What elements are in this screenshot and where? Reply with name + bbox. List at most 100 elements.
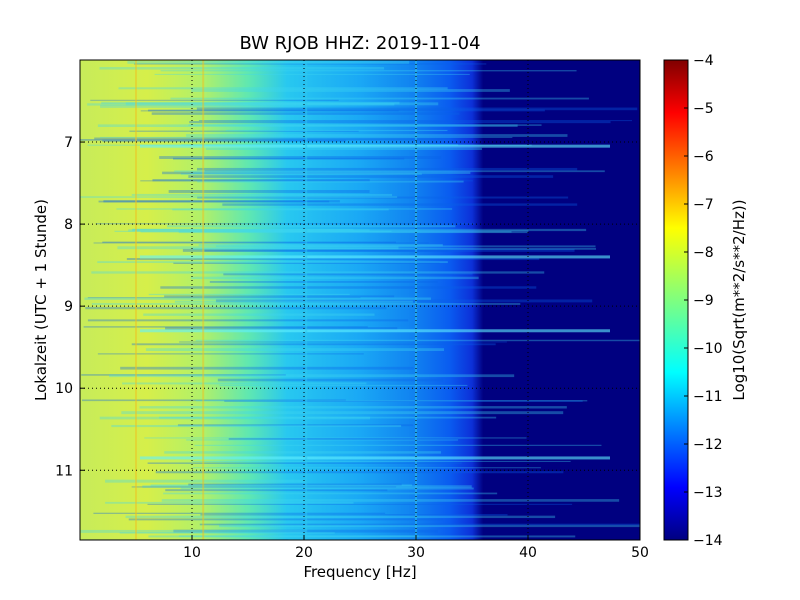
colorbar-tick-label: −13 bbox=[693, 485, 723, 501]
chart-title: BW RJOB HHZ: 2019-11-04 bbox=[239, 33, 480, 54]
colorbar-label: Log10(Sqrt(m**2/s**2/Hz)) bbox=[730, 199, 748, 400]
spectral-band bbox=[131, 486, 397, 488]
spectral-band bbox=[180, 487, 474, 490]
spectral-band bbox=[147, 503, 573, 505]
x-tick-label: 10 bbox=[183, 545, 201, 561]
spectral-band bbox=[91, 271, 545, 274]
spectral-band bbox=[102, 139, 346, 142]
spectral-band bbox=[99, 416, 371, 420]
spectral-band bbox=[197, 196, 569, 199]
spectral-band bbox=[80, 196, 398, 198]
colorbar-tick-label: −14 bbox=[693, 533, 723, 549]
spectral-band bbox=[222, 203, 578, 206]
spectral-band bbox=[125, 515, 556, 519]
colorbar-tick-label: −10 bbox=[693, 341, 723, 357]
spectral-band bbox=[126, 258, 540, 261]
y-axis-label: Lokalzeit (UTC + 1 Stunde) bbox=[32, 199, 50, 401]
spectral-band bbox=[109, 374, 515, 378]
spectral-band bbox=[84, 297, 431, 300]
spectral-band bbox=[179, 341, 507, 343]
spectral-band bbox=[105, 479, 306, 483]
spectral-band bbox=[188, 483, 402, 486]
spectral-band bbox=[145, 348, 445, 351]
y-axis-ticks: 7 8 9 10 11 bbox=[55, 135, 85, 479]
spectral-band bbox=[217, 378, 443, 382]
spectral-band bbox=[80, 529, 306, 533]
spectral-band bbox=[111, 424, 402, 428]
colorbar-tick-label: −4 bbox=[693, 53, 714, 69]
spectral-band bbox=[197, 167, 578, 171]
spectral-band bbox=[102, 241, 396, 244]
spectral-band bbox=[192, 460, 571, 462]
spectral-band bbox=[159, 416, 497, 419]
spectral-band bbox=[97, 353, 364, 355]
spectral-band bbox=[190, 171, 471, 174]
spectral-band bbox=[120, 366, 414, 370]
spectral-band bbox=[205, 147, 482, 150]
spectral-band bbox=[161, 499, 620, 502]
spectral-band bbox=[155, 471, 564, 474]
y-tick-label: 11 bbox=[55, 463, 73, 479]
spectral-band bbox=[117, 246, 399, 250]
spectral-band bbox=[101, 101, 400, 105]
spectral-band bbox=[215, 299, 593, 303]
spectral-band bbox=[174, 170, 605, 173]
spectral-band bbox=[186, 439, 459, 441]
spectral-band bbox=[100, 105, 304, 108]
colorbar-tick-label: −7 bbox=[693, 197, 714, 213]
spectral-band bbox=[173, 157, 405, 160]
spectral-band bbox=[223, 273, 473, 276]
x-axis-ticks: 10 20 30 40 50 bbox=[183, 535, 649, 561]
plot-frame bbox=[79, 59, 641, 541]
spectral-band bbox=[159, 156, 442, 159]
spectral-band bbox=[98, 200, 330, 203]
colorbar-tick-label: −5 bbox=[693, 101, 714, 117]
spectral-band bbox=[160, 70, 577, 72]
spectral-band bbox=[164, 451, 442, 454]
spectral-band bbox=[219, 384, 468, 386]
spectral-band bbox=[168, 190, 370, 193]
spectral-band bbox=[178, 535, 419, 537]
spectral-band bbox=[189, 121, 611, 124]
spectral-band bbox=[228, 437, 459, 440]
spectral-band bbox=[148, 293, 350, 296]
spectral-band bbox=[140, 255, 610, 259]
spectral-band bbox=[148, 109, 545, 112]
spectral-band bbox=[90, 99, 339, 101]
spectral-band bbox=[118, 87, 448, 90]
y-tick-label: 10 bbox=[55, 381, 73, 397]
spectral-band bbox=[128, 229, 370, 232]
spectral-band bbox=[196, 107, 638, 111]
colorbar-tick-label: −9 bbox=[693, 293, 714, 309]
spectral-band bbox=[170, 97, 589, 100]
x-axis-label: Frequency [Hz] bbox=[303, 563, 416, 581]
x-tick-label: 20 bbox=[295, 545, 313, 561]
spectral-band bbox=[140, 231, 512, 233]
spectral-band bbox=[129, 130, 359, 132]
y-tick-label: 7 bbox=[64, 135, 73, 151]
spectral-band bbox=[133, 63, 487, 65]
spectral-band bbox=[140, 110, 399, 112]
spectral-band bbox=[144, 437, 527, 439]
spectral-band bbox=[162, 171, 448, 175]
spectral-band bbox=[140, 144, 610, 148]
spectral-band bbox=[199, 523, 640, 526]
spectral-band bbox=[209, 281, 438, 283]
spectral-band bbox=[150, 484, 412, 487]
spectral-band bbox=[116, 208, 453, 210]
spectral-band bbox=[119, 532, 335, 534]
spectral-band bbox=[97, 124, 518, 128]
spectral-band bbox=[148, 535, 576, 538]
spectral-band bbox=[192, 467, 541, 469]
spectral-band bbox=[132, 228, 354, 231]
spectral-band bbox=[82, 399, 346, 402]
spectral-band bbox=[152, 179, 370, 182]
spectral-band bbox=[172, 208, 389, 211]
spectral-band bbox=[166, 225, 456, 228]
colorbar-tick-label: −6 bbox=[693, 149, 714, 165]
y-tick-label: 8 bbox=[64, 217, 73, 233]
spectral-band bbox=[140, 329, 610, 333]
spectral-band bbox=[188, 175, 554, 178]
spectral-band bbox=[95, 223, 475, 225]
spectral-band bbox=[83, 326, 368, 328]
